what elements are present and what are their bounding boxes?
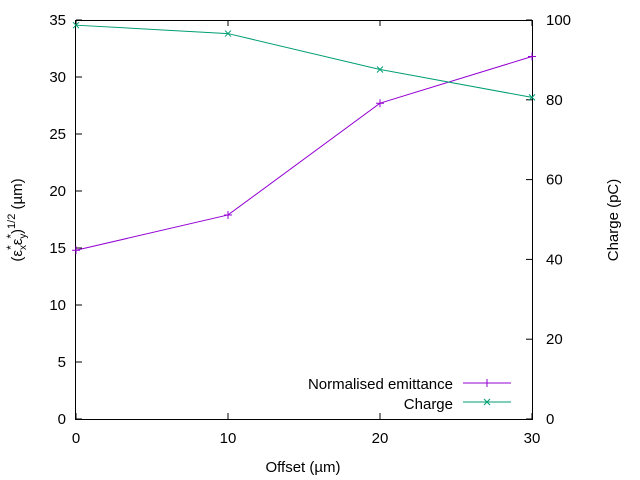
y2-tick-label: 20	[546, 331, 563, 348]
x-tick-label: 30	[524, 430, 541, 447]
data-point-emittance	[528, 52, 536, 61]
data-point-emittance	[376, 99, 384, 108]
y-tick-label: 10	[49, 297, 66, 314]
series-line-emittance	[75, 56, 533, 251]
y-tick-label: 25	[49, 126, 66, 143]
data-point-emittance	[224, 210, 232, 219]
y2-axis-title: Charge (pC)	[605, 179, 622, 262]
data-point-charge	[376, 66, 384, 73]
x-tick-label: 10	[220, 430, 237, 447]
y2-tick-label: 100	[546, 12, 571, 29]
y-tick-label: 35	[49, 12, 66, 29]
data-point-charge	[528, 94, 536, 101]
legend: Normalised emittance Charge	[308, 376, 511, 413]
legend-marker-emittance	[483, 379, 491, 387]
y-tick-label: 15	[49, 240, 66, 257]
y2-tick-label: 60	[546, 172, 563, 189]
data-point-emittance	[72, 246, 80, 255]
y-tick-label: 0	[58, 411, 66, 428]
series-layer	[72, 21, 536, 255]
y-tick-label: 30	[49, 69, 66, 86]
legend-label-emittance: Normalised emittance	[308, 376, 453, 393]
plot-frame	[75, 20, 533, 420]
ticks	[75, 19, 533, 420]
data-point-charge	[72, 21, 80, 29]
legend-label-charge: Charge	[404, 396, 453, 413]
legend-marker-charge	[483, 398, 491, 406]
x-axis-title: Offset (µm)	[265, 459, 340, 476]
data-point-charge	[224, 30, 232, 37]
y2-tick-label: 80	[546, 92, 563, 109]
tick-labels: 0 10 20 30 0 5 10 15 20 25 30 35 0 20 40 60 80 100	[49, 12, 571, 447]
y-axis-title: (εx*εy*)1/2 (µm)	[4, 178, 29, 261]
y2-tick-label: 40	[546, 251, 563, 268]
y-tick-label: 20	[49, 183, 66, 200]
y2-tick-label: 0	[546, 411, 554, 428]
series-line-charge	[75, 24, 533, 98]
x-tick-label: 20	[372, 430, 389, 447]
x-tick-label: 0	[72, 430, 80, 447]
y-tick-label: 5	[58, 354, 66, 371]
